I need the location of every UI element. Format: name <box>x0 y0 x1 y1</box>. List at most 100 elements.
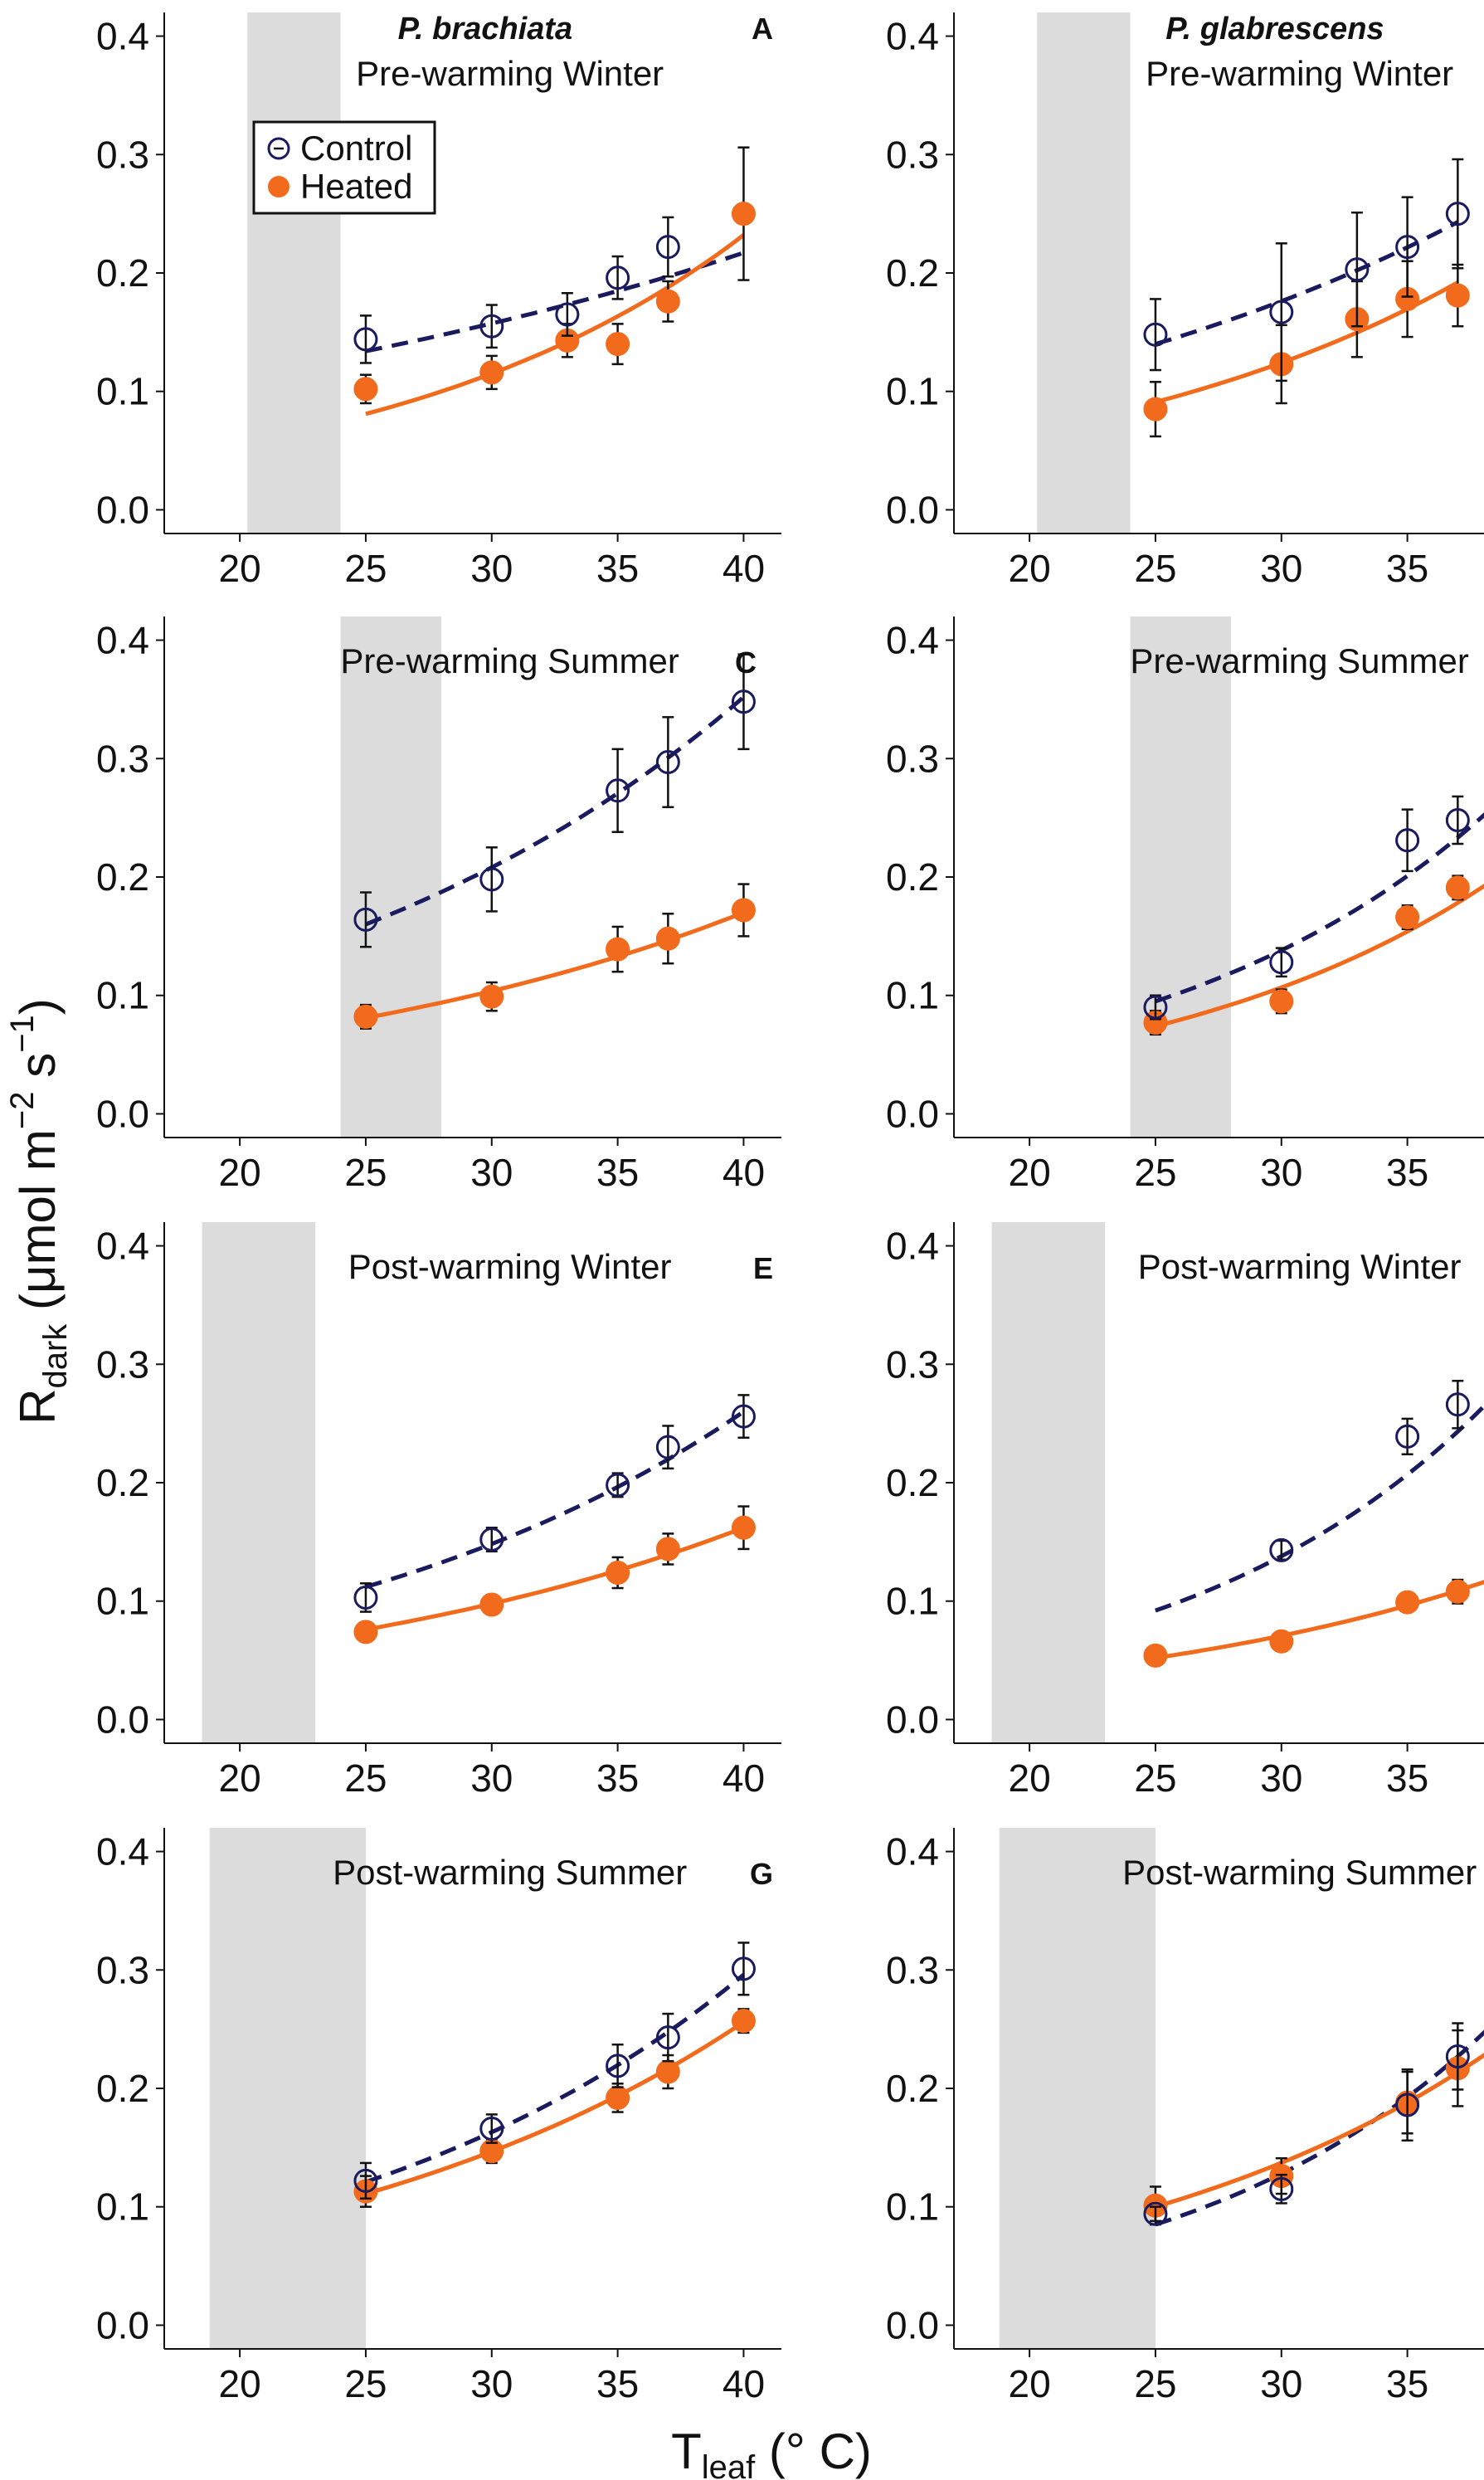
x-tick-label: 20 <box>219 1151 261 1194</box>
y-tick-label: 0.1 <box>886 370 939 413</box>
x-tick-label: 30 <box>1260 1151 1302 1194</box>
heated-point <box>1269 1629 1294 1654</box>
y-tick-label: 0.1 <box>886 974 939 1017</box>
x-tick-label: 35 <box>596 1151 639 1194</box>
control-point <box>479 1527 504 1552</box>
heated-point <box>655 926 680 951</box>
control-point <box>1395 235 1420 260</box>
control-fit-line <box>365 1973 745 2185</box>
heated-point <box>1395 905 1420 930</box>
x-tick-label: 20 <box>219 547 261 590</box>
heated-point <box>1445 283 1470 308</box>
y-tick-label: 0.3 <box>886 1342 939 1386</box>
panel-title: Post-warming Summer <box>1122 1853 1477 1892</box>
control-point <box>353 327 378 352</box>
heated-point <box>606 332 630 357</box>
control-point <box>555 302 580 327</box>
y-tick-label: 0.4 <box>96 1830 149 1873</box>
x-tick-label: 30 <box>1260 547 1302 590</box>
y-tick-label: 0.3 <box>96 1948 149 1991</box>
x-tick-label: 25 <box>1134 2362 1176 2405</box>
y-tick-label: 0.3 <box>96 737 149 780</box>
heated-point <box>655 289 680 314</box>
x-tick-label: 35 <box>596 1756 639 1800</box>
heated-point <box>1445 1579 1470 1604</box>
x-tick-label: 30 <box>470 547 513 590</box>
y-axis-title-sub: dark <box>37 1323 74 1389</box>
control-point <box>1143 322 1168 347</box>
heated-point <box>731 202 756 227</box>
heated-fit-line <box>1155 883 1484 1029</box>
heated-fit-line <box>365 1525 745 1632</box>
panel-e: 0.0 0.1 0.2 0.3 0.4 20 25 30 35 40 Post-warming Wi… <box>96 1222 781 1800</box>
control-point <box>655 2025 680 2050</box>
y-tick-label: 0.2 <box>96 2067 149 2110</box>
control-point <box>1143 2201 1168 2226</box>
y-tick-label: 0.2 <box>96 1461 149 1504</box>
y-axis-title-sup2: −1 <box>4 1015 41 1053</box>
legend-heated-label: Heated <box>300 167 412 206</box>
heated-fit-line <box>1155 2053 1484 2210</box>
heated-point <box>479 984 504 1009</box>
heated-point <box>1445 875 1470 900</box>
x-tick-label: 20 <box>1009 547 1051 590</box>
legend-control-marker <box>267 137 290 160</box>
x-tick-label: 35 <box>1386 2362 1428 2405</box>
control-fit-line <box>1155 812 1484 1004</box>
control-point <box>479 2117 504 2141</box>
heated-fit-line <box>1155 1580 1484 1660</box>
x-tick-label: 35 <box>596 2362 639 2405</box>
x-tick-label: 35 <box>596 547 639 590</box>
y-tick-label: 0.0 <box>886 1092 939 1135</box>
x-tick-label: 20 <box>1009 1151 1051 1194</box>
panel-title: Pre-warming Summer <box>340 641 679 680</box>
x-tick-label: 25 <box>1134 1151 1176 1194</box>
heated-point <box>1143 397 1168 421</box>
heated-point <box>731 898 756 923</box>
x-axis-title: Tleaf (° C) <box>671 2424 872 2480</box>
y-tick-label: 0.4 <box>96 15 149 58</box>
control-fit-line <box>1155 2029 1484 2227</box>
y-axis-title-main: R <box>10 1388 66 1424</box>
control-point <box>731 689 756 714</box>
y-tick-label: 0.4 <box>96 1225 149 1268</box>
y-tick-label: 0.2 <box>886 1461 939 1504</box>
x-tick-label: 40 <box>723 2362 765 2405</box>
control-point <box>1269 300 1294 324</box>
growth-temperature-band <box>340 616 442 1138</box>
heated-point <box>606 937 630 962</box>
x-tick-label: 40 <box>723 547 765 590</box>
control-point <box>731 1956 756 1981</box>
heated-point <box>479 360 504 385</box>
x-tick-label: 35 <box>1386 547 1428 590</box>
x-tick-label: 25 <box>344 2362 387 2405</box>
growth-temperature-band <box>991 1222 1106 1743</box>
heated-point <box>1269 989 1294 1014</box>
control-fit-line <box>1155 220 1459 346</box>
growth-temperature-band <box>1037 12 1131 534</box>
y-tick-label: 0.4 <box>886 1225 939 1268</box>
heated-point <box>731 2009 756 2034</box>
control-fit-line <box>1155 1403 1484 1613</box>
heated-fit-line <box>365 233 745 417</box>
control-point <box>655 235 680 260</box>
panel-title: Pre-warming Summer <box>1130 641 1468 680</box>
control-point <box>1269 2176 1294 2201</box>
y-tick-label: 0.3 <box>886 737 939 780</box>
control-point <box>479 314 504 339</box>
y-tick-label: 0.2 <box>886 251 939 295</box>
growth-temperature-band <box>247 12 341 534</box>
panel-title: Post-warming Winter <box>348 1247 672 1286</box>
x-tick-label: 20 <box>219 1756 261 1800</box>
species-label: P. brachiata <box>398 12 573 46</box>
heated-point <box>353 377 378 402</box>
y-axis-title-units: (μmol m <box>10 1129 66 1324</box>
heated-point <box>1143 1643 1168 1668</box>
legend-heated-marker <box>268 176 290 197</box>
y-tick-label: 0.1 <box>96 974 149 1017</box>
panel-title: Pre-warming Winter <box>1146 54 1453 93</box>
heated-point <box>606 1560 630 1585</box>
